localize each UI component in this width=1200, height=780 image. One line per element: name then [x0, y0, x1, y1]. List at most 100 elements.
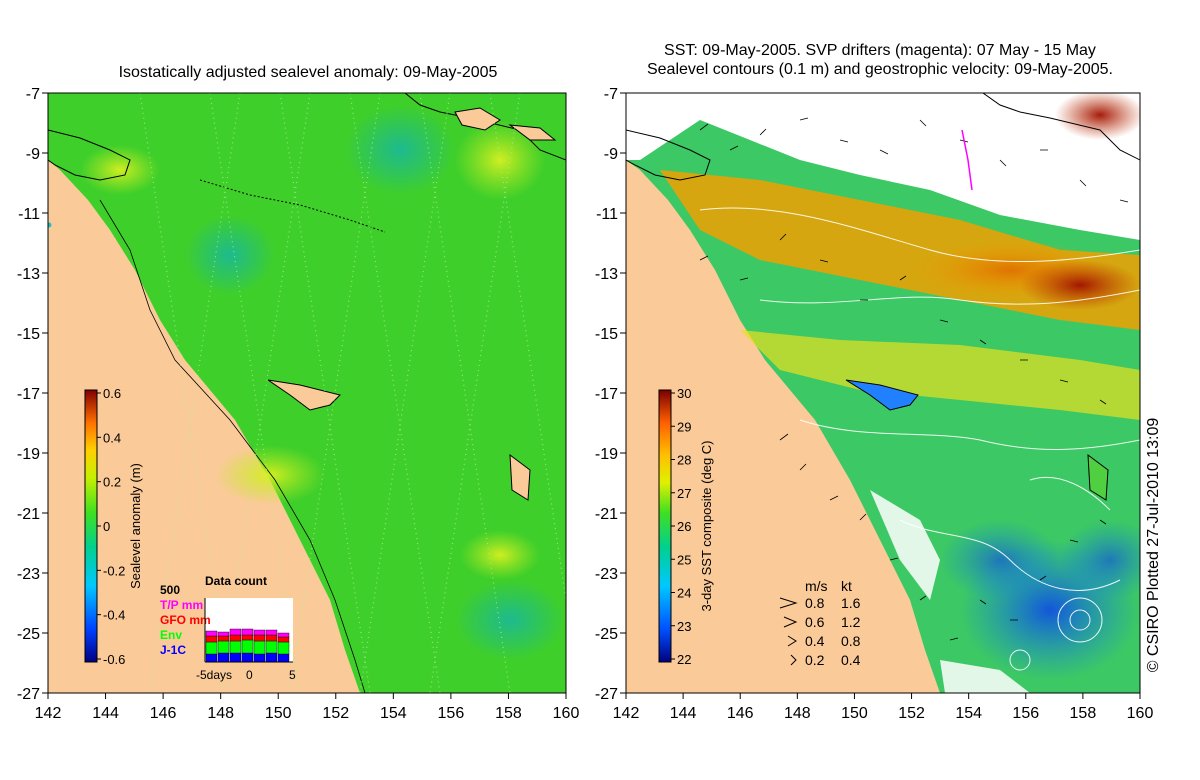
lat-tick-label: -11 — [596, 206, 618, 223]
data-count-bar-segment — [253, 653, 266, 663]
data-count-max: 500 — [160, 583, 180, 597]
lat-tick-label: -17 — [595, 386, 618, 403]
reef-island — [1087, 453, 1109, 501]
lat-tick-label: -7 — [604, 86, 618, 103]
left-axes: 142 144 146 148 150 152 154 156 158 160 -7 -9 -11 -13… — [17, 86, 580, 722]
lon-tick-label: 154 — [955, 705, 982, 722]
island — [454, 107, 501, 131]
data-count-bar-segment — [253, 640, 266, 655]
sealevel-contours — [699, 207, 1140, 671]
legend-gfo: GFO mm — [160, 613, 211, 627]
gulf-papua-coastline — [48, 129, 131, 181]
lat-tick-label: -13 — [595, 266, 618, 283]
data-count-bar-segment — [265, 640, 278, 654]
right-axes: 142 144 146 148 150 152 154 156 158 160 -7 -9 -11 -13… — [595, 86, 1154, 722]
data-count-bar-segment — [277, 653, 290, 663]
svp-drifter-track — [961, 129, 973, 191]
lat-tick-label: -23 — [595, 566, 618, 583]
colorbar-tick-label: -0.2 — [103, 563, 125, 578]
sla-low-blob — [185, 215, 275, 295]
lat-tick-label: -19 — [17, 446, 40, 463]
velocity-arrow-icon — [783, 616, 798, 628]
lon-tick-label: 154 — [380, 705, 407, 722]
lon-tick-label: 144 — [92, 705, 119, 722]
velocity-arrow-icon — [779, 597, 798, 609]
data-count-bar-segment — [277, 632, 290, 638]
sla-high-blob — [455, 120, 545, 200]
lon-tick-label: 158 — [495, 705, 522, 722]
data-count-xlabel: -5days — [196, 668, 232, 682]
data-count-bar-segment — [265, 629, 278, 636]
data-count-bar-segment — [277, 641, 290, 655]
lat-tick-label: -11 — [18, 206, 40, 223]
colorbar-tick-label: 0.4 — [103, 430, 121, 445]
lon-tick-label: 148 — [784, 705, 811, 722]
cloud-mask — [940, 660, 1030, 693]
velocity-arrow-icon — [790, 654, 797, 666]
lat-tick-label: -25 — [17, 626, 40, 643]
data-count-bar-segment — [205, 641, 218, 655]
data-count-bar-segment — [241, 628, 254, 636]
colorbar-tick-label: 27 — [677, 486, 691, 501]
lat-tick-label: -9 — [604, 146, 618, 163]
gulf-papua-coastline — [626, 129, 711, 181]
velocity-key-header-ms: m/s — [805, 578, 828, 594]
cloud-mask — [870, 490, 940, 600]
velocity-kt-value: 1.2 — [841, 614, 861, 630]
lon-tick-label: 158 — [1070, 705, 1097, 722]
data-count-bar-segment — [253, 634, 266, 642]
lon-tick-label: 156 — [1012, 705, 1039, 722]
island — [508, 124, 557, 141]
lon-tick-label: 146 — [150, 705, 177, 722]
cloud-mask — [626, 93, 700, 160]
sla-colorbar-ticks: 0.6 0.4 0.2 0 -0.2 -0.4 -0.6 — [97, 386, 125, 667]
shelf-contour — [99, 199, 366, 693]
lat-tick-label: -21 — [595, 506, 618, 523]
lat-tick-label: -25 — [595, 626, 618, 643]
png-coast — [48, 93, 200, 135]
colorbar-tick-label: 26 — [677, 519, 691, 534]
data-count-bar-segment — [229, 634, 242, 642]
velocity-arrow-icon — [787, 635, 797, 647]
velocity-key: m/s kt 0.8 1.6 0.6 1.2 0.4 0.8 0.2 0.4 — [779, 578, 861, 668]
colorbar-tick-label: 23 — [677, 619, 691, 634]
colorbar-tick-label: 28 — [677, 453, 691, 468]
data-count-bar-segment — [241, 639, 254, 654]
copyright-text: © CSIRO Plotted 27-Jul-2010 13:09 — [1145, 418, 1162, 673]
lon-tick-label: 152 — [898, 705, 925, 722]
cloud-mask — [700, 93, 1140, 240]
sla-high-blob — [215, 445, 325, 505]
velocity-ms-value: 0.4 — [805, 633, 825, 649]
lon-tick-label: 144 — [670, 705, 697, 722]
lat-tick-label: -15 — [595, 326, 618, 343]
lat-tick-label: -21 — [17, 506, 40, 523]
data-count-bar-segment — [265, 634, 278, 642]
lon-tick-label: 150 — [265, 705, 292, 722]
velocity-kt-value: 1.6 — [841, 595, 861, 611]
sst-colorbar-ticks: 30 29 28 27 26 25 24 23 22 — [671, 386, 691, 667]
colorbar-tick-label: 22 — [677, 652, 691, 667]
data-count-bar-segment — [205, 630, 218, 637]
lon-tick-label: 152 — [322, 705, 349, 722]
coastal-point — [48, 222, 52, 228]
data-count-bar-segment — [265, 652, 278, 663]
data-count-bar-segment — [217, 631, 230, 637]
data-count-bar-segment — [229, 640, 242, 654]
data-count-bar-segment — [229, 652, 242, 663]
colorbar-tick-label: -0.6 — [103, 652, 125, 667]
data-count-bar-segment — [229, 628, 242, 636]
lat-tick-label: -15 — [17, 326, 40, 343]
velocity-ms-value: 0.8 — [805, 595, 825, 611]
lon-tick-label: 142 — [35, 705, 62, 722]
sla-low-blob — [455, 580, 565, 660]
colorbar-tick-label: -0.4 — [103, 608, 125, 623]
lon-tick-label: 160 — [553, 705, 580, 722]
warm-core — [1055, 93, 1140, 140]
velocity-ms-value: 0.2 — [805, 652, 825, 668]
velocity-kt-value: 0.8 — [841, 633, 861, 649]
png-coastline — [982, 93, 1140, 161]
colorbar-tick-label: 29 — [677, 419, 691, 434]
legend-j1c: J-1C — [160, 643, 186, 657]
velocity-key-rows: 0.8 1.6 0.6 1.2 0.4 0.8 0.2 0.4 — [779, 595, 861, 668]
